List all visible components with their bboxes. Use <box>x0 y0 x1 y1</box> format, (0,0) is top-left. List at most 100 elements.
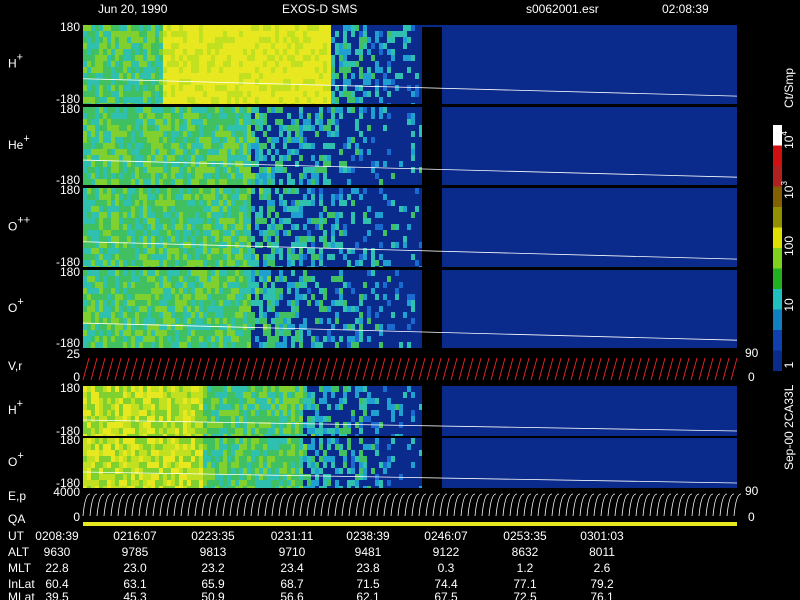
spectrogram-cell <box>159 137 163 143</box>
spectrogram-cell <box>307 31 311 37</box>
spectrogram-cell <box>99 474 103 480</box>
spectrogram-cell <box>163 260 167 266</box>
spectrogram-cell <box>291 260 295 266</box>
spectrogram-cell <box>159 480 163 486</box>
spectrogram-cell <box>375 37 379 43</box>
spectrogram-cell <box>135 254 139 260</box>
spectrogram-cell <box>271 410 275 416</box>
spectrogram-cell <box>119 438 123 444</box>
spectrogram-cell <box>407 342 411 348</box>
spectrogram-cell <box>251 79 255 85</box>
spectrogram-cell <box>183 248 187 254</box>
spectrogram-cell <box>147 270 151 276</box>
spectrogram-cell <box>347 143 351 149</box>
spectrogram-cell <box>307 300 311 306</box>
spectrogram-cell <box>139 31 143 37</box>
spectrogram-cell <box>191 113 195 119</box>
spectrogram-cell <box>383 194 387 200</box>
spectrogram-cell <box>175 125 179 131</box>
spectrogram-cell <box>95 107 99 113</box>
spectrogram-cell <box>279 73 283 79</box>
spectrogram-cell <box>235 318 239 324</box>
spectrogram-cell <box>195 266 199 267</box>
spectrogram-cell <box>111 422 115 428</box>
spectrogram-cell <box>263 194 267 200</box>
spectrogram-cell <box>279 450 283 456</box>
spectrogram-cell <box>187 306 191 312</box>
spectrogram-cell <box>203 276 207 282</box>
spectrogram-cell <box>103 131 107 137</box>
spectrogram-cell <box>251 444 255 450</box>
spectrogram-cell <box>91 386 95 392</box>
spectrogram-cell <box>311 200 315 206</box>
spectrogram-cell <box>151 137 155 143</box>
spectrogram-cell <box>211 480 215 486</box>
spectrogram-cell <box>123 143 127 149</box>
spectrogram-cell <box>123 410 127 416</box>
spectrogram-cell <box>299 143 303 149</box>
spectrogram-cell <box>327 103 331 104</box>
spectrogram-cell <box>143 97 147 103</box>
spectrogram-cell <box>207 248 211 254</box>
spectrogram-cell <box>143 260 147 266</box>
spectrogram-cell <box>207 276 211 282</box>
spectrogram-cell <box>239 474 243 480</box>
spectrogram-cell <box>123 330 127 336</box>
spectrogram-cell <box>103 312 107 318</box>
spectrogram-cell <box>259 179 263 185</box>
spectrogram-cell <box>131 444 135 450</box>
spectrogram-cell <box>235 218 239 224</box>
spectrogram-cell <box>175 410 179 416</box>
spectrogram-cell <box>271 474 275 480</box>
spectrogram-cell <box>223 230 227 236</box>
spectrogram-cell <box>167 131 171 137</box>
spectrogram-cell <box>275 428 279 434</box>
spectrogram-cell <box>211 474 215 480</box>
spectrogram-cell <box>195 137 199 143</box>
colorbar-segment <box>773 309 782 330</box>
spectrogram-cell <box>107 103 111 104</box>
spectrogram-cell <box>191 161 195 167</box>
spectrogram-cell <box>91 119 95 125</box>
spectrogram-cell <box>283 416 287 422</box>
spectrogram-cell <box>407 67 411 73</box>
spectrogram-cell <box>283 37 287 43</box>
spectrogram-cell <box>251 300 255 306</box>
spectrogram-cell <box>211 282 215 288</box>
spectrogram-cell <box>207 474 211 480</box>
spectrogram-cell <box>203 91 207 97</box>
spectrogram-cell <box>263 486 267 488</box>
spectrogram-cell <box>227 254 231 260</box>
spectrogram-cell <box>179 288 183 294</box>
spectrogram-cell <box>175 61 179 67</box>
spectrogram-cell <box>335 212 339 218</box>
spectrogram-cell <box>131 218 135 224</box>
spectrogram-cell <box>299 173 303 179</box>
spectrogram-cell <box>259 306 263 312</box>
spectrogram-cell <box>207 218 211 224</box>
spectrogram-cell <box>163 474 167 480</box>
spectrogram-cell <box>227 398 231 404</box>
spectrogram-cell <box>123 79 127 85</box>
spectrogram-cell <box>171 392 175 398</box>
spectrogram-cell <box>331 113 335 119</box>
spectrogram-cell <box>271 306 275 312</box>
spectrogram-cell <box>211 288 215 294</box>
spectrogram-cell <box>303 67 307 73</box>
spectrogram-cell <box>83 318 87 324</box>
spectrogram-cell <box>319 416 323 422</box>
spectrogram-cell <box>179 167 183 173</box>
spectrogram-cell <box>143 31 147 37</box>
spectrogram-cell <box>287 218 291 224</box>
spectrogram-cell <box>215 434 219 436</box>
spectrogram-cell <box>155 444 159 450</box>
spectrogram-cell <box>183 312 187 318</box>
spectrogram-cell <box>187 456 191 462</box>
spectrogram-cell <box>219 294 223 300</box>
spectrogram-cell <box>283 200 287 206</box>
spectrogram-cell <box>107 324 111 330</box>
spectrogram-cell <box>291 410 295 416</box>
spectrogram-cell <box>223 468 227 474</box>
spectrogram-cell <box>247 468 251 474</box>
spectrogram-cell <box>227 61 231 67</box>
